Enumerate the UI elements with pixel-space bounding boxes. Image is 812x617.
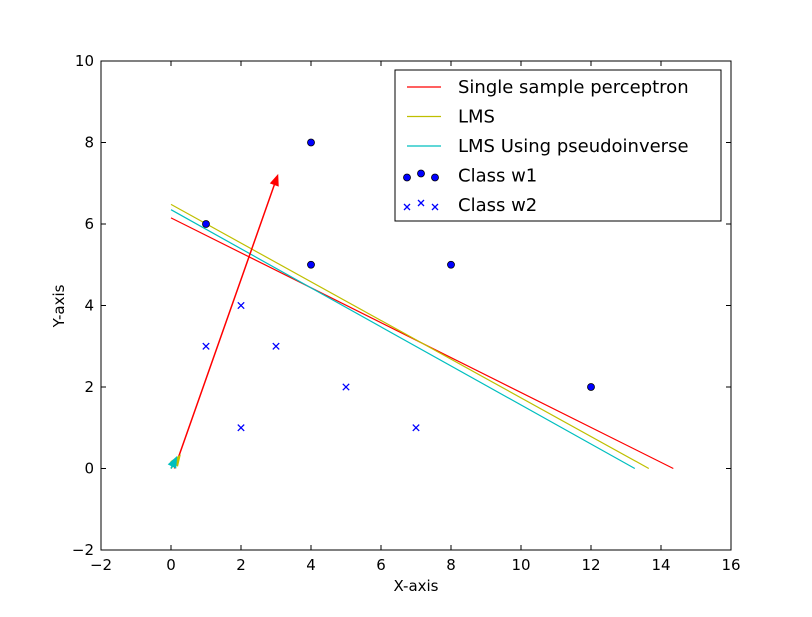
x-tick-label: 8 xyxy=(446,556,456,574)
legend-label: Single sample perceptron xyxy=(458,77,689,98)
legend-marker xyxy=(417,169,425,178)
x-tick-label: 10 xyxy=(511,556,530,574)
boundary-line-3 xyxy=(170,209,636,470)
y-tick-label: −2 xyxy=(72,541,94,559)
weight-arrow-1 xyxy=(173,184,276,469)
legend: Single sample perceptron LMS LMS Using pse… xyxy=(394,69,722,222)
y-tick-label: 6 xyxy=(84,215,94,233)
x-axis-label: X-axis xyxy=(394,577,439,595)
class-w1-point xyxy=(447,260,455,269)
y-axis-label: Y-axis xyxy=(50,284,68,328)
class-w2-point xyxy=(412,424,420,432)
x-tick-label: 0 xyxy=(166,556,176,574)
class-w1-point xyxy=(307,260,315,269)
x-tick-label: 2 xyxy=(236,556,246,574)
x-tick-label: 14 xyxy=(651,556,670,574)
legend-marker xyxy=(417,199,425,207)
class-w2-point xyxy=(237,301,245,310)
legend-label: Class w2 xyxy=(458,195,537,216)
y-tick-label: 4 xyxy=(84,297,94,315)
class-w2-point xyxy=(342,383,350,391)
x-tick-label: 16 xyxy=(721,556,740,574)
class-w2-point xyxy=(202,342,210,350)
x-tick-label: 12 xyxy=(581,556,600,574)
x-tick-label: −2 xyxy=(90,556,112,574)
points-layer xyxy=(202,138,595,432)
x-tick-label: 6 xyxy=(376,556,386,574)
class-w1-point xyxy=(307,138,315,147)
x-tick-label: 4 xyxy=(306,556,316,574)
class-w2-point xyxy=(272,342,280,350)
legend-marker xyxy=(403,203,411,211)
y-tick-label: 8 xyxy=(84,134,94,152)
class-w2-point xyxy=(237,424,245,432)
class-w1-point xyxy=(202,220,210,228)
class-w1-point xyxy=(587,383,595,391)
y-tick-label: 2 xyxy=(84,378,94,396)
y-tick-label: 10 xyxy=(75,52,94,70)
legend-marker xyxy=(431,203,439,211)
legend-label: LMS xyxy=(458,107,495,128)
lines-layer xyxy=(170,203,674,470)
ticks-layer: −2 0 2 4 6 8 10 12 14 16 −2 0 2 4 6 8 10 xyxy=(72,52,741,574)
weight-arrow-head-3 xyxy=(167,455,178,469)
weight-arrow-head-1 xyxy=(269,173,279,187)
arrows-layer xyxy=(167,173,279,469)
legend-marker xyxy=(403,173,411,182)
legend-marker xyxy=(431,173,439,182)
y-tick-label: 0 xyxy=(84,460,94,478)
legend-label: Class w1 xyxy=(458,166,537,187)
legend-box xyxy=(394,69,722,222)
legend-label: LMS Using pseudoinverse xyxy=(458,136,689,157)
boundary-line-2 xyxy=(170,203,650,470)
